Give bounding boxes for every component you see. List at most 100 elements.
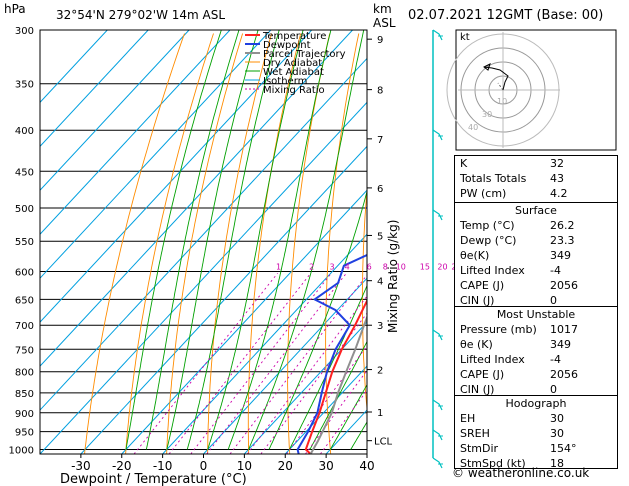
- mixing-ratio-line: [260, 312, 367, 454]
- hodograph-unit: kt: [460, 32, 470, 43]
- isotherm-line: [40, 30, 190, 192]
- mu-row: Lifted Index -4: [460, 353, 561, 366]
- wind-barb: [432, 457, 443, 469]
- height-unit-label: km: [373, 2, 392, 16]
- pressure-tick-label: 950: [15, 428, 34, 439]
- height-tick-label: 5: [377, 231, 383, 242]
- pressure-tick-label: 650: [15, 295, 34, 306]
- surface-row: Temp (°C) 26.2: [460, 219, 575, 232]
- pressure-tick-label: 800: [15, 368, 34, 379]
- isotherm-line: [284, 365, 367, 454]
- mu-row: Pressure (mb) 1017: [460, 323, 578, 336]
- dry-adiabat-line: [287, 33, 331, 454]
- height-unit-label-2: ASL: [373, 16, 396, 30]
- isotherm-line: [40, 30, 353, 367]
- height-tick-label: 3: [377, 321, 383, 332]
- height-tick-label: 4: [377, 277, 383, 288]
- wet-adiabat-line: [125, 30, 222, 450]
- legend-isotherm: Isotherm: [263, 76, 307, 87]
- pressure-tick-label: 850: [15, 389, 34, 400]
- most-unstable-title: Most Unstable: [496, 308, 576, 321]
- pressure-tick-label: 1000: [9, 445, 34, 456]
- mu-row: CIN (J) 0: [460, 383, 557, 396]
- pressure-tick-label: 350: [15, 80, 34, 91]
- pressure-tick-label: 400: [15, 126, 34, 137]
- surface-panel: Surface Temp (°C) 26.2 Dewp (°C) 23.3 θe(K…: [454, 202, 618, 307]
- index-row: Totals Totals 43: [460, 172, 564, 185]
- mixing-ratio-line: [190, 273, 332, 454]
- surface-row: Lifted Index -4: [460, 264, 561, 277]
- mixing-ratio-label: 3: [330, 263, 335, 272]
- wet-adiabat-line: [268, 189, 367, 450]
- legend-parcel: Parcel Trajectory: [263, 49, 346, 60]
- pressure-tick-label: 500: [15, 204, 34, 215]
- height-tick-label: 2: [377, 366, 383, 377]
- isotherm-line: [40, 30, 231, 235]
- wind-barb: [432, 129, 443, 141]
- surface-row: Dewp (°C) 23.3: [460, 234, 575, 247]
- hodo-row: StmSpd (kt) 18: [460, 457, 564, 470]
- wet-adiabat-line: [289, 284, 367, 450]
- isotherm-line: [40, 30, 108, 104]
- dry-adiabat-line: [398, 34, 417, 455]
- mixing-ratio-line: [229, 274, 367, 454]
- series-dewpoint: [296, 205, 367, 454]
- series-temperature: [304, 298, 367, 454]
- surface-row: θe(K) 349: [460, 249, 571, 262]
- mixing-ratio-line: [168, 273, 312, 454]
- isotherm-line: [244, 321, 367, 454]
- hodograph-table-title: Hodograph: [505, 397, 567, 410]
- legend-mixing-ratio: Mixing Ratio: [263, 85, 325, 96]
- mixing-ratio-line: [246, 295, 367, 454]
- legend-dry-adiabat: Dry Adiabat: [263, 58, 322, 69]
- isotherm-line: [203, 277, 367, 454]
- wet-adiabat-line: [207, 30, 304, 450]
- hodo-row: StmDir 154°: [460, 442, 577, 455]
- datetime-title: 02.07.2021 12GMT (Base: 00): [408, 8, 604, 23]
- isotherm-line: [40, 57, 367, 411]
- wind-barb: [432, 429, 443, 441]
- mixing-ratio-label: 4: [345, 263, 350, 272]
- isotherm-line: [40, 30, 149, 148]
- most-unstable-panel: Most Unstable Pressure (mb) 1017 θe (K) 34…: [454, 306, 618, 396]
- mixing-ratio-label: 10: [396, 263, 406, 272]
- isotherm-line: [40, 30, 272, 279]
- hodograph: kt 10 30 40: [446, 29, 617, 151]
- surface-title: Surface: [515, 204, 557, 217]
- x-tick-label: 30: [318, 459, 333, 473]
- location-title: 32°54'N 279°02'W 14m ASL: [56, 8, 226, 22]
- height-tick-label: 6: [377, 184, 383, 195]
- index-row: PW (cm) 4.2: [460, 187, 568, 200]
- mixing-ratio-label: 1: [276, 263, 281, 272]
- isotherm-line: [80, 145, 367, 454]
- hodo-row: EH 30: [460, 412, 564, 425]
- hodo-ring-label-3: 40: [468, 123, 478, 132]
- dry-adiabat-line: [84, 33, 185, 454]
- wind-barb: [432, 29, 443, 41]
- wind-profile: [432, 29, 443, 469]
- pressure-tick-label: 550: [15, 237, 34, 248]
- pressure-tick-label: 700: [15, 321, 34, 332]
- pressure-tick-label: 450: [15, 167, 34, 178]
- dry-adiabat-line: [125, 33, 214, 454]
- height-tick-label: 8: [377, 86, 383, 97]
- mixing-ratio-line: [320, 389, 367, 454]
- mixing-ratio-label: 6: [367, 263, 372, 272]
- pressure-tick-label: 750: [15, 345, 34, 356]
- hodo-ring-label-2: 30: [482, 110, 492, 119]
- hodo-ring-label-1: 10: [497, 97, 507, 106]
- mixing-ratio-line: [133, 273, 278, 454]
- x-tick-label: 0: [200, 459, 208, 473]
- pressure-tick-label: 900: [15, 409, 34, 420]
- surface-row: CAPE (J) 2056: [460, 279, 578, 292]
- pressure-tick-label: 300: [15, 26, 34, 37]
- isotherm-line: [162, 233, 367, 454]
- index-row: K 32: [460, 157, 564, 170]
- dry-adiabat-line: [247, 33, 302, 454]
- mixing-ratio-label: 2: [309, 263, 314, 272]
- mixing-ratio-line: [286, 345, 367, 454]
- dry-adiabat-line: [361, 184, 367, 415]
- isotherm-line: [40, 30, 313, 323]
- height-tick-label: 1: [377, 408, 383, 419]
